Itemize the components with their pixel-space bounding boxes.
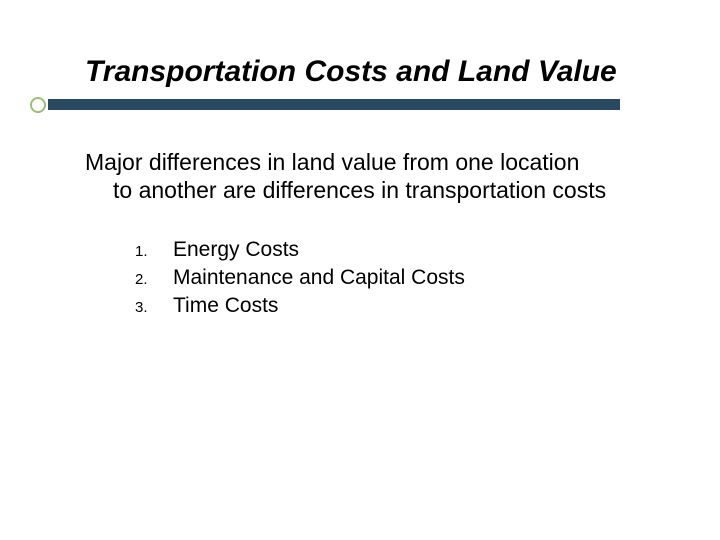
list-item: 3. Time Costs <box>135 294 660 318</box>
accent-rule <box>30 96 620 114</box>
body-line-first: Major differences in land value from one… <box>85 149 579 175</box>
list-number: 2. <box>135 271 173 288</box>
horizontal-rule <box>48 99 620 110</box>
body-line-rest: to another are differences in transporta… <box>85 176 650 204</box>
list-item: 1. Energy Costs <box>135 238 660 262</box>
body-paragraph: Major differences in land value from one… <box>85 148 660 204</box>
list-number: 3. <box>135 299 173 316</box>
slide-title: Transportation Costs and Land Value <box>85 55 660 90</box>
bullet-circle-icon <box>30 97 46 113</box>
slide: Transportation Costs and Land Value Majo… <box>0 0 720 540</box>
list-label: Maintenance and Capital Costs <box>173 266 465 290</box>
numbered-list: 1. Energy Costs 2. Maintenance and Capit… <box>85 238 660 318</box>
list-item: 2. Maintenance and Capital Costs <box>135 266 660 290</box>
list-label: Time Costs <box>173 294 278 318</box>
list-label: Energy Costs <box>173 238 299 262</box>
list-number: 1. <box>135 243 173 260</box>
